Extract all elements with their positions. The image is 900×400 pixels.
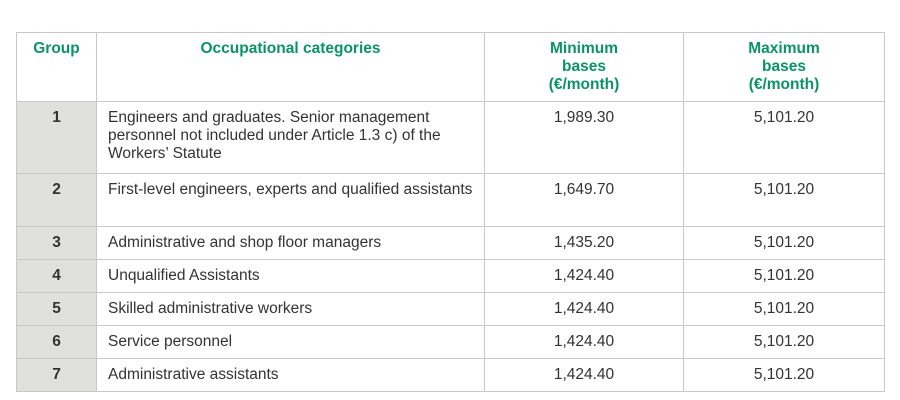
table-row: 3 Administrative and shop floor managers 1… bbox=[16, 226, 885, 260]
header-row: Group Occupational categories Minimum ba… bbox=[16, 32, 885, 102]
min-cell: 1,989.30 bbox=[484, 101, 684, 174]
group-cell: 7 bbox=[16, 358, 97, 392]
table-row: 5 Skilled administrative workers 1,424.40 5… bbox=[16, 292, 885, 326]
category-cell: Engineers and graduates. Senior manageme… bbox=[96, 101, 485, 174]
min-cell: 1,424.40 bbox=[484, 259, 684, 293]
header-min: Minimum bases (€/month) bbox=[484, 32, 684, 102]
table-row: 6 Service personnel 1,424.40 5,101.20 bbox=[16, 325, 885, 359]
contribution-bases-table: Group Occupational categories Minimum ba… bbox=[16, 32, 885, 392]
table-row: 7 Administrative assistants 1,424.40 5,101.… bbox=[16, 358, 885, 392]
group-cell: 6 bbox=[16, 325, 97, 359]
header-group: Group bbox=[16, 32, 97, 102]
group-cell: 1 bbox=[16, 101, 97, 174]
group-cell: 4 bbox=[16, 259, 97, 293]
category-cell: Administrative assistants bbox=[96, 358, 485, 392]
table-row: 2 First-level engineers, experts and qual… bbox=[16, 173, 885, 227]
min-cell: 1,424.40 bbox=[484, 292, 684, 326]
min-cell: 1,649.70 bbox=[484, 173, 684, 227]
header-max: Maximum bases (€/month) bbox=[683, 32, 885, 102]
category-cell: Service personnel bbox=[96, 325, 485, 359]
table-row: 4 Unqualified Assistants 1,424.40 5,101.20 bbox=[16, 259, 885, 293]
max-cell: 5,101.20 bbox=[683, 358, 885, 392]
group-cell: 2 bbox=[16, 173, 97, 227]
max-cell: 5,101.20 bbox=[683, 292, 885, 326]
max-cell: 5,101.20 bbox=[683, 173, 885, 227]
min-cell: 1,424.40 bbox=[484, 358, 684, 392]
max-cell: 5,101.20 bbox=[683, 101, 885, 174]
group-cell: 3 bbox=[16, 226, 97, 260]
category-cell: First-level engineers, experts and quali… bbox=[96, 173, 485, 227]
min-cell: 1,435.20 bbox=[484, 226, 684, 260]
category-cell: Administrative and shop floor managers bbox=[96, 226, 485, 260]
max-cell: 5,101.20 bbox=[683, 226, 885, 260]
category-cell: Unqualified Assistants bbox=[96, 259, 485, 293]
table-row: 1 Engineers and graduates. Senior managem… bbox=[16, 101, 885, 174]
max-cell: 5,101.20 bbox=[683, 259, 885, 293]
max-cell: 5,101.20 bbox=[683, 325, 885, 359]
category-cell: Skilled administrative workers bbox=[96, 292, 485, 326]
header-category: Occupational categories bbox=[96, 32, 485, 102]
min-cell: 1,424.40 bbox=[484, 325, 684, 359]
group-cell: 5 bbox=[16, 292, 97, 326]
